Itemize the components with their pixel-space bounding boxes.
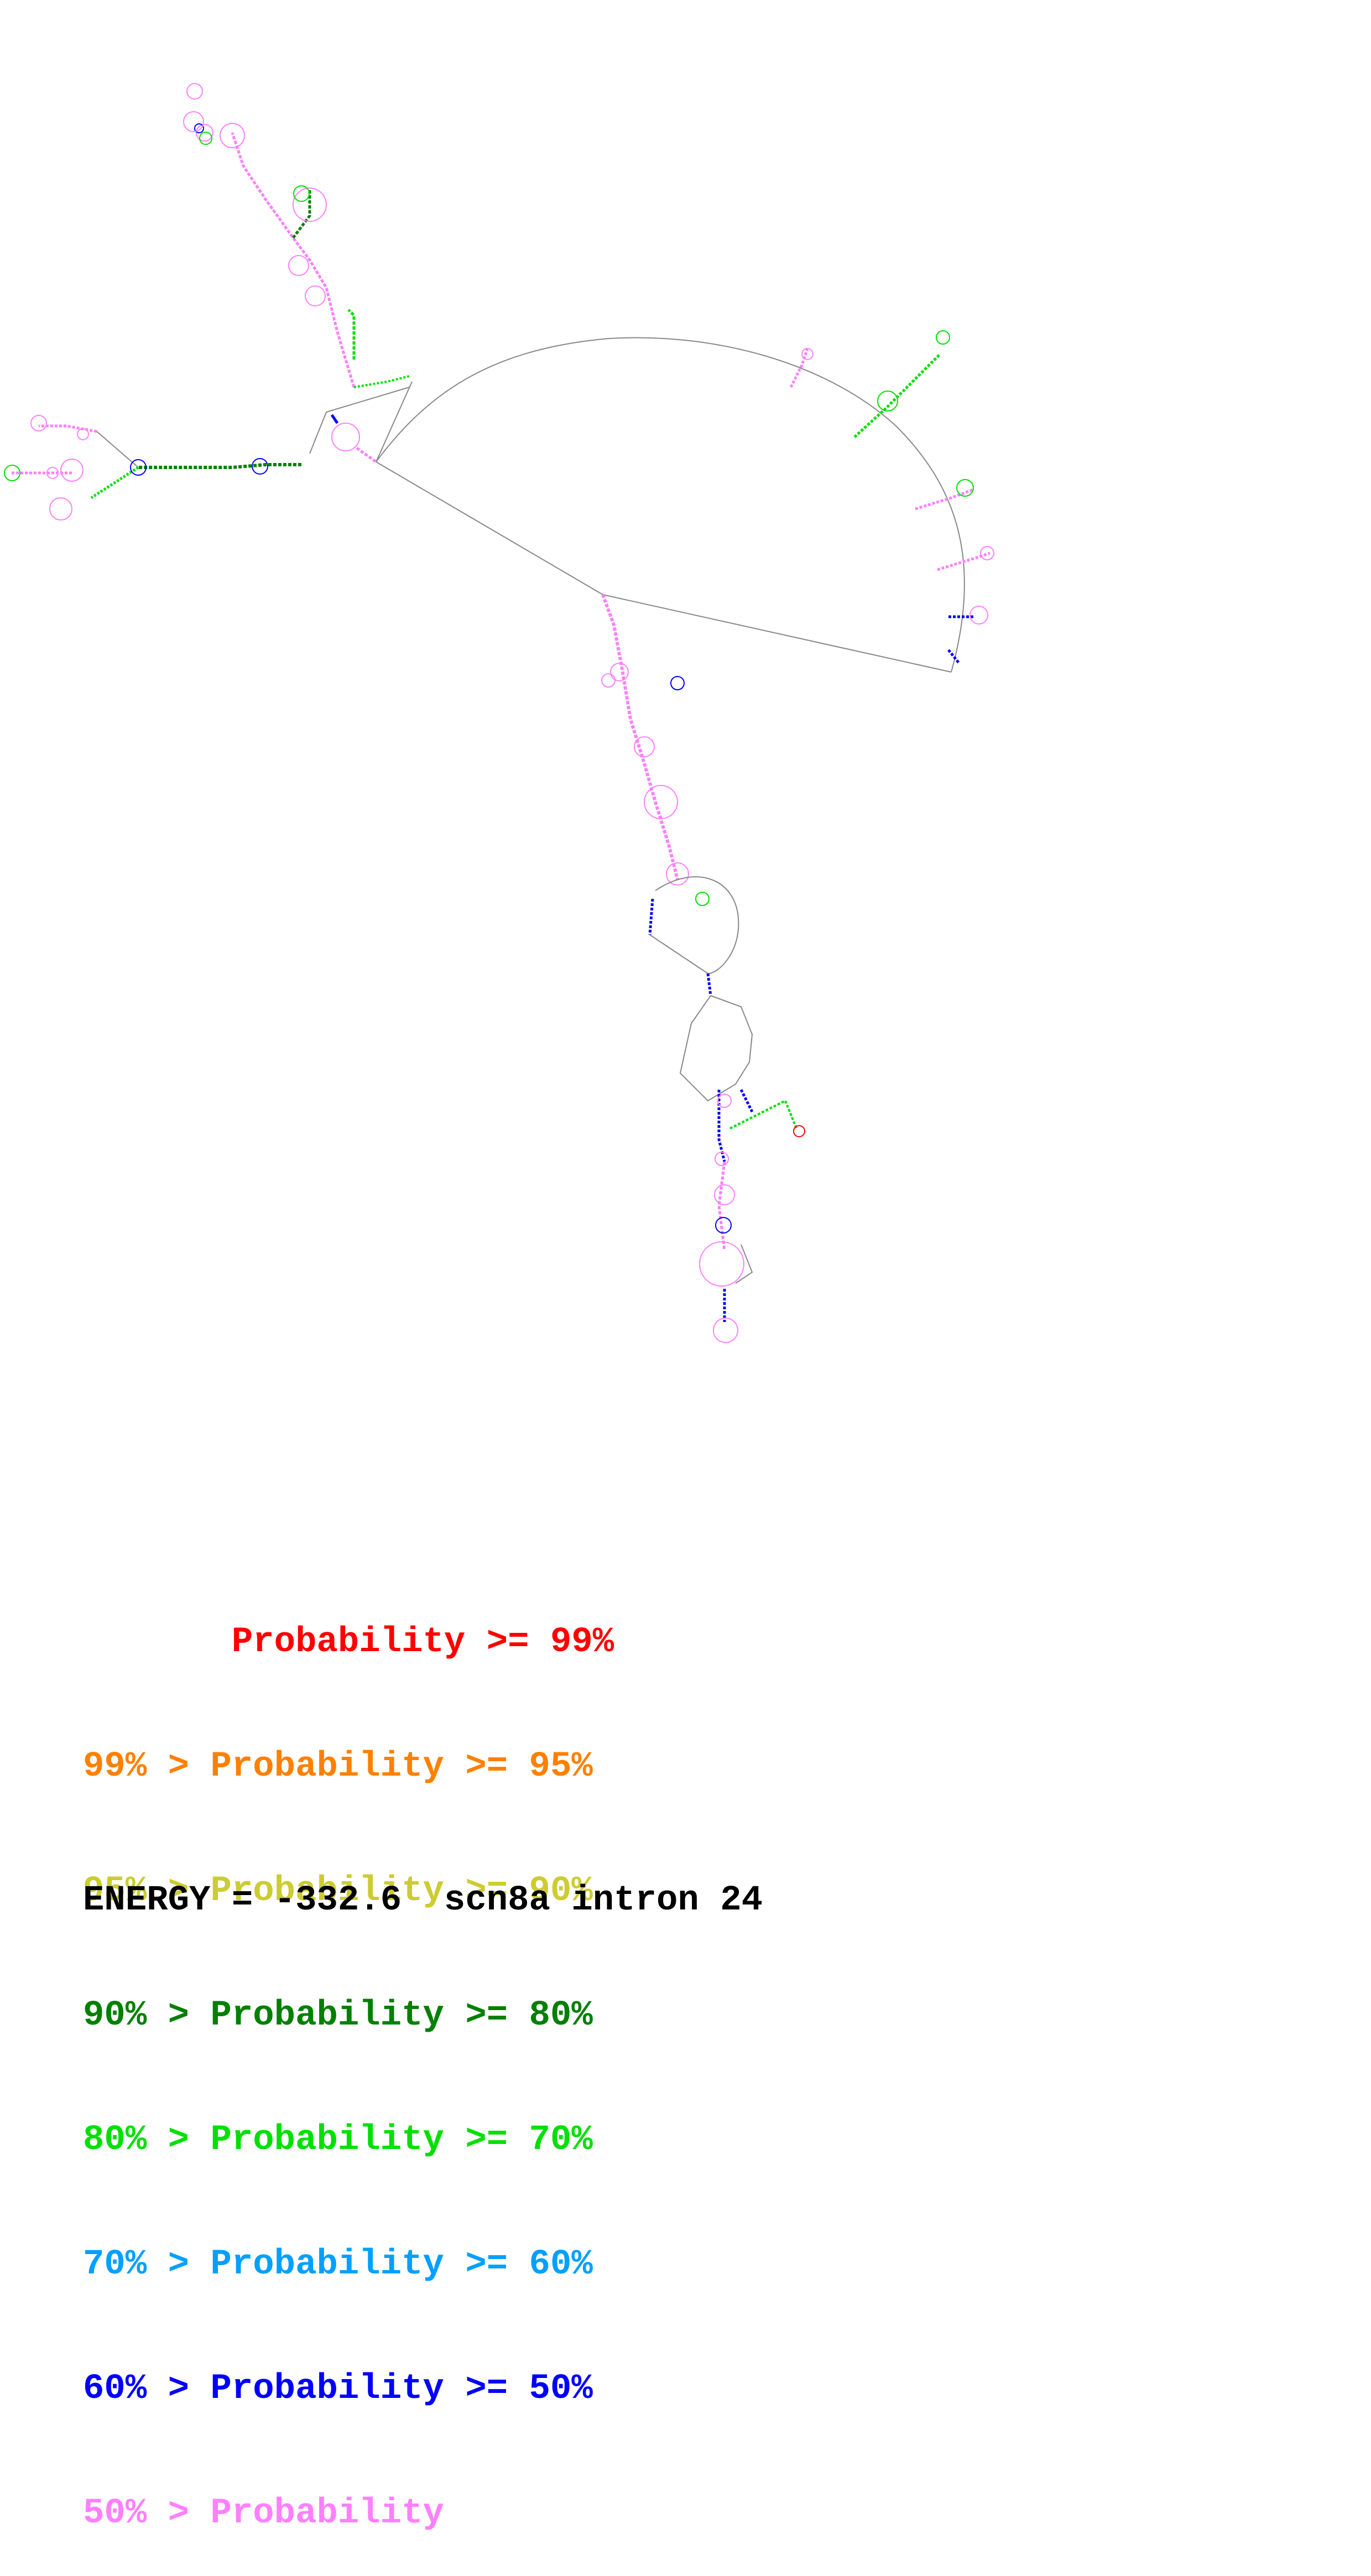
legend-row-50: 60% > Probability >= 50% (83, 2369, 593, 2409)
legend-row-99: Probability >= 99% (83, 1622, 614, 1662)
probability-legend: Probability >= 99% 99% > Probability >= … (83, 1539, 614, 2576)
legend-row-60: 70% > Probability >= 60% (83, 2245, 593, 2284)
stem-top-left (183, 83, 410, 464)
stem-left (4, 415, 301, 521)
legend-row-80: 90% > Probability >= 80% (83, 1996, 593, 2036)
stem-right (789, 330, 994, 665)
legend-row-below-50: 50% > Probability (83, 2494, 444, 2533)
legend-row-90: 95% > Probability >= 90% (83, 1871, 593, 1911)
energy-label: ENERGY = -332.6 scn8a intron 24 (83, 1881, 763, 1921)
legend-row-70: 80% > Probability >= 70% (83, 2120, 593, 2160)
central-multiloop (309, 337, 965, 673)
stem-bottom (601, 594, 805, 1343)
rna-structure-diagram (4, 83, 994, 1343)
legend-row-95: 99% > Probability >= 95% (83, 1747, 593, 1787)
